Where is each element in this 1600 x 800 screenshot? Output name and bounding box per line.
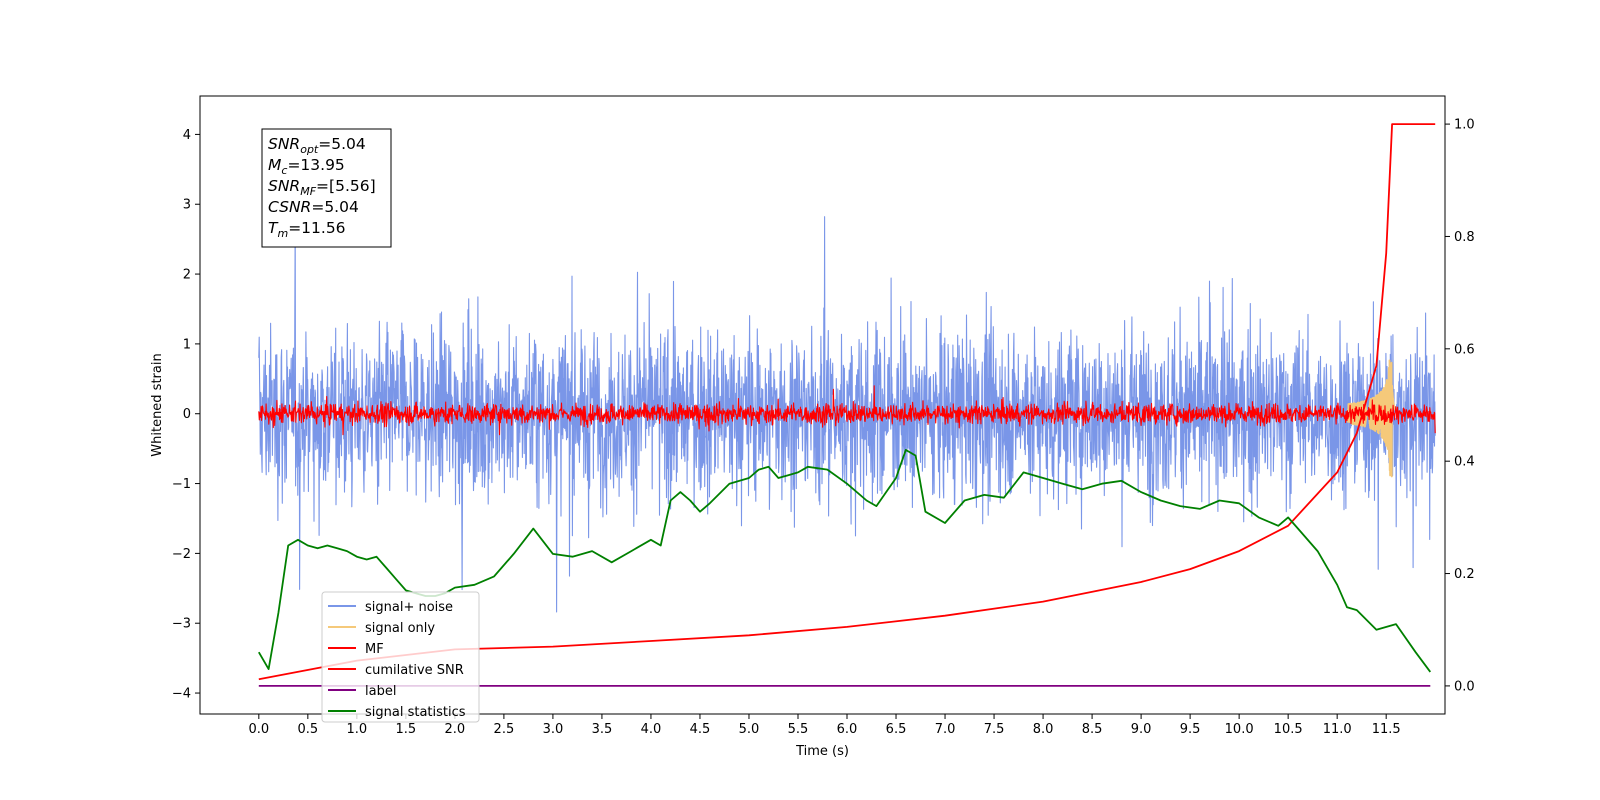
x-tick-label: 11.0 xyxy=(1323,722,1352,737)
x-tick-label: 4.0 xyxy=(641,722,662,737)
info-line: Tm=11.56 xyxy=(268,219,346,240)
y-tick-label: 1 xyxy=(183,337,191,352)
x-tick-label: 8.0 xyxy=(1033,722,1054,737)
x-tick-label: 8.5 xyxy=(1082,722,1103,737)
y-tick-label: 2 xyxy=(183,268,191,283)
info-subscript: c xyxy=(281,164,287,177)
info-value: =5.04 xyxy=(311,198,359,216)
x-tick-label: 1.5 xyxy=(396,722,417,737)
plot-frame xyxy=(199,95,1446,715)
info-symbol: SNR xyxy=(268,177,300,195)
x-tick-label: 2.5 xyxy=(494,722,515,737)
info-line: CSNR=5.04 xyxy=(268,198,359,216)
y-axis-label: Whitened strain xyxy=(150,353,165,456)
y2-tick-label: 1.0 xyxy=(1454,118,1475,133)
x-axis-label: Time (s) xyxy=(795,744,849,759)
x-tick-label: 9.0 xyxy=(1131,722,1152,737)
y-tick-label: −3 xyxy=(172,617,191,632)
x-tick-label: 11.5 xyxy=(1372,722,1401,737)
info-value: =5.04 xyxy=(318,135,366,153)
y2-tick-label: 0.0 xyxy=(1454,679,1475,694)
info-line: Mc=13.95 xyxy=(268,156,345,177)
legend-entry-label: cumilative SNR xyxy=(365,663,464,678)
x-tick-label: 0.5 xyxy=(297,722,318,737)
x-tick-label: 5.0 xyxy=(739,722,760,737)
x-tick-label: 7.5 xyxy=(984,722,1005,737)
legend-entry-label: label xyxy=(365,684,396,699)
info-symbol: M xyxy=(268,156,281,174)
info-box: SNRopt=5.04Mc=13.95SNRMF=[5.56]CSNR=5.04… xyxy=(261,128,392,248)
y-tick-label: −1 xyxy=(172,477,191,492)
legend-entry-label: signal+ noise xyxy=(365,600,453,615)
x-tick-label: 0.0 xyxy=(248,722,269,737)
y-tick-label: 3 xyxy=(183,198,191,213)
y2-tick-label: 0.4 xyxy=(1454,455,1475,470)
info-symbol: T xyxy=(268,219,279,237)
info-line: SNRMF=[5.56] xyxy=(268,177,376,198)
x-tick-label: 3.0 xyxy=(543,722,564,737)
y-tick-label: 4 xyxy=(183,128,191,143)
x-tick-label: 7.0 xyxy=(935,722,956,737)
info-symbol: CSNR xyxy=(268,198,311,216)
y2-tick-label: 0.8 xyxy=(1454,230,1475,245)
series-line-2 xyxy=(258,385,1436,436)
y2-tick-label: 0.2 xyxy=(1454,567,1475,582)
legend-entry-label: signal statistics xyxy=(365,705,466,720)
x-tick-label: 9.5 xyxy=(1180,722,1201,737)
y2-tick-label: 0.6 xyxy=(1454,342,1475,357)
x-tick-label: 2.0 xyxy=(445,722,466,737)
info-value: =[5.56] xyxy=(316,177,376,195)
info-box-frame xyxy=(261,128,392,248)
x-tick-label: 4.5 xyxy=(690,722,711,737)
x-tick-label: 10.5 xyxy=(1274,722,1303,737)
x-tick-label: 6.5 xyxy=(886,722,907,737)
legend-entry-label: MF xyxy=(365,642,384,657)
info-symbol: SNR xyxy=(268,135,300,153)
series-line-3 xyxy=(258,123,1436,681)
info-subscript: opt xyxy=(300,143,319,156)
x-tick-label: 10.0 xyxy=(1225,722,1254,737)
y-tick-label: −4 xyxy=(172,687,191,702)
series-line-5 xyxy=(258,449,1432,673)
x-tick-label: 1.0 xyxy=(347,722,368,737)
y-tick-label: 0 xyxy=(183,407,191,422)
info-value: =11.56 xyxy=(288,219,345,237)
legend-entry-label: signal only xyxy=(365,621,435,636)
x-tick-label: 6.0 xyxy=(837,722,858,737)
info-line: SNRopt=5.04 xyxy=(268,135,366,156)
info-subscript: MF xyxy=(300,185,316,198)
info-subscript: m xyxy=(277,227,288,240)
legend-frame xyxy=(321,591,480,723)
y-tick-label: −2 xyxy=(172,547,191,562)
legend: signal+ noise signal only MF cumilative SNR… xyxy=(321,591,480,723)
x-tick-label: 5.5 xyxy=(788,722,809,737)
axes: 0.0 0.5 1.0 1.5 2.0 2.5 3.0 3.5 4.0 4.5 5.0 5.5 6.0 6… xyxy=(172,95,1475,737)
x-tick-label: 3.5 xyxy=(592,722,613,737)
info-value: =13.95 xyxy=(287,156,344,174)
